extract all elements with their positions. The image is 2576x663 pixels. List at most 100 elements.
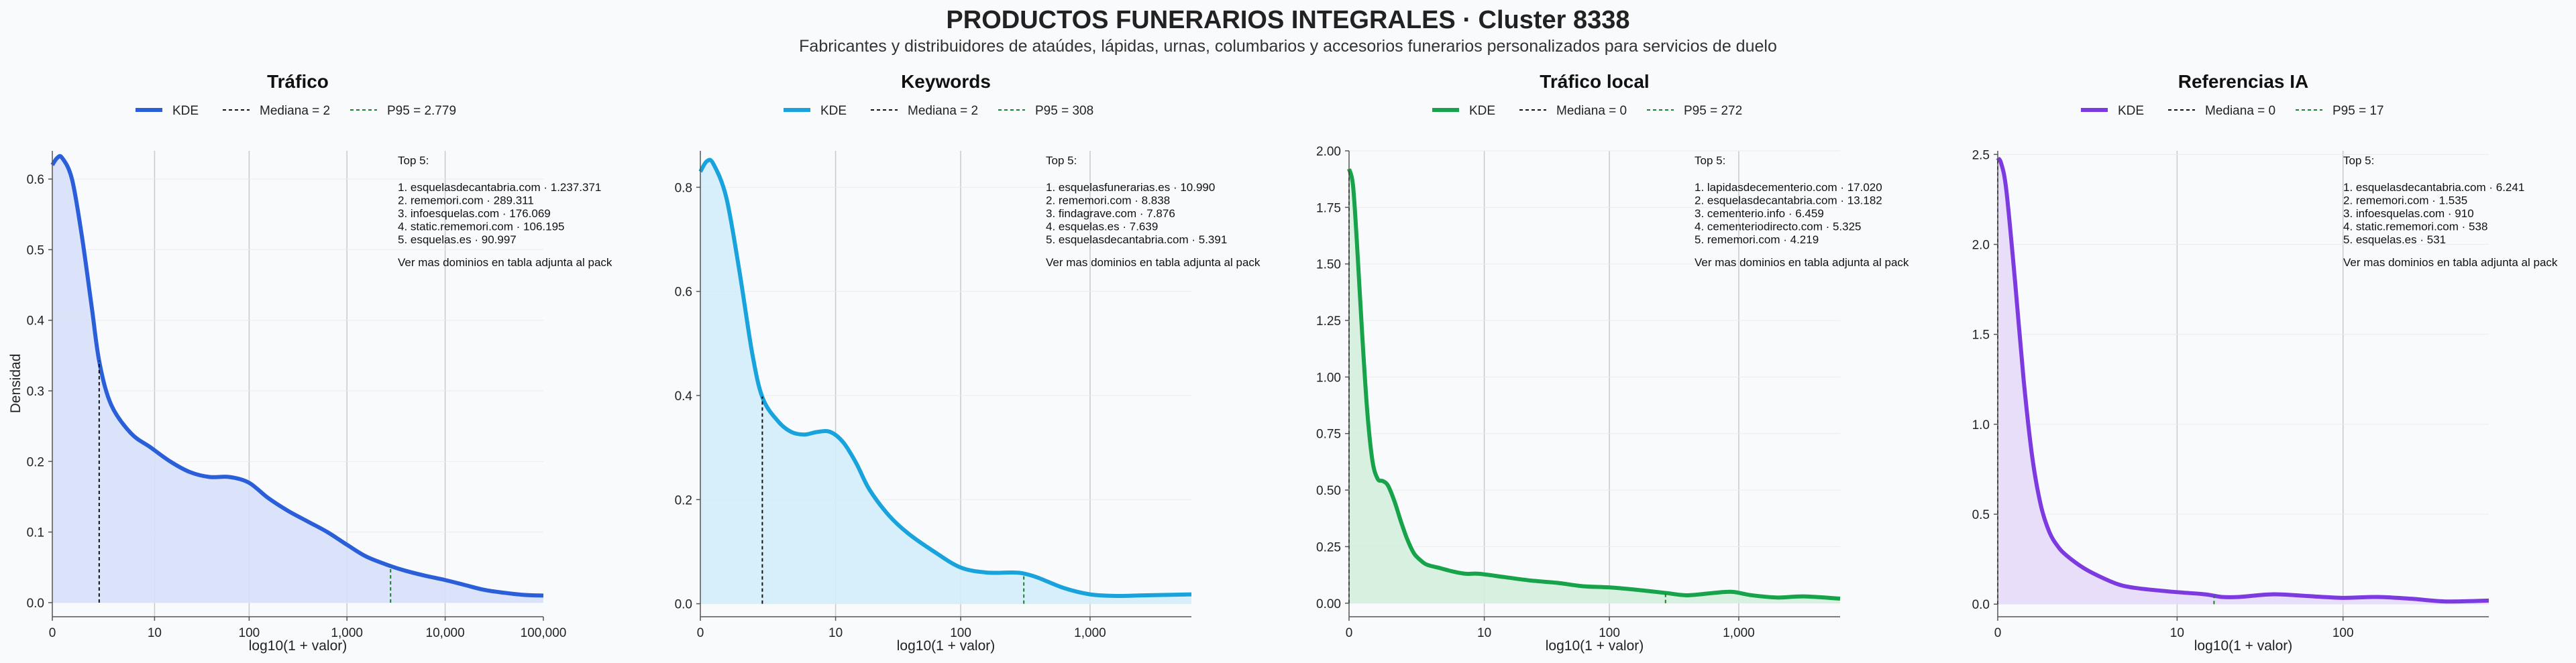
y-tick-label: 2.5 [1972,148,1990,162]
legend-median-label: Mediana = 0 [2205,104,2275,118]
y-tick-label: 1.0 [1972,418,1990,432]
top5-item: 1. esquelasdecantabria.com · 6.241 [2343,181,2524,194]
y-tick-label: 0.50 [1316,484,1341,498]
top5-heading: Top 5: [2343,154,2374,167]
legend-kde-label: KDE [172,104,199,118]
x-tick-label: 10 [1477,626,1491,640]
y-tick-label: 0.2 [27,455,44,469]
legend-p95-label: P95 = 2.779 [387,104,456,118]
y-tick-label: 0.5 [1972,508,1990,522]
y-tick-label: 1.00 [1316,371,1341,385]
kde-line [50,154,544,598]
x-tick-label: 0 [1994,626,2002,640]
kde-area [700,160,1191,604]
x-tick-label: 10,000 [426,626,465,640]
legend-p95-label: P95 = 308 [1035,104,1093,118]
top5-item: 3. infoesquelas.com · 176.069 [398,207,551,220]
top5-annotation: Top 5: 1. esquelasdecantabria.com · 6.241… [2343,154,2558,269]
y-tick-label: 0.0 [27,597,44,611]
y-tick-label: 0.4 [675,389,693,404]
kde-line [698,158,1192,598]
x-tick-label: 10 [828,626,843,640]
top5-heading: Top 5: [1695,154,1725,167]
x-tick-label: 0 [49,626,56,640]
y-tick-label: 1.50 [1316,258,1341,272]
y-tick-label: 0.5 [27,243,44,257]
x-tick-label: 100 [239,626,260,640]
legend-p95-label: P95 = 272 [1684,104,1742,118]
x-tick-label: 100 [2332,626,2354,640]
top5-item: 1. esquelasdecantabria.com · 1.237.371 [398,181,601,194]
top5-item: 5. esquelas.es · 90.997 [398,233,517,246]
y-tick-label: 0.25 [1316,540,1341,554]
figure-title: PRODUCTOS FUNERARIOS INTEGRALES · Cluste… [946,6,1629,34]
top5-item: 1. lapidasdecementerio.com · 17.020 [1695,181,1882,194]
top5-item: 4. esquelas.es · 7.639 [1046,221,1158,233]
top5-footer: Ver mas dominios en tabla adjunta al pac… [398,256,612,269]
top5-footer: Ver mas dominios en tabla adjunta al pac… [1695,256,1909,269]
legend-kde-label: KDE [820,104,847,118]
top5-item: 2. rememori.com · 1.535 [2343,194,2467,207]
top5-footer: Ver mas dominios en tabla adjunta al pac… [2343,256,2558,269]
top5-item: 3. infoesquelas.com · 910 [2343,207,2474,220]
x-tick-label: 0 [697,626,704,640]
x-tick-label: 0 [1346,626,1353,640]
legend: KDE Mediana = 2 P95 = 2.779 [136,104,456,118]
top5-item: 1. esquelasfunerarias.es · 10.990 [1046,181,1215,194]
legend-kde-label: KDE [1469,104,1495,118]
top5-footer: Ver mas dominios en tabla adjunta al pac… [1046,256,1260,269]
y-tick-label: 0.6 [27,173,44,187]
top5-annotation: Top 5: 1. esquelasdecantabria.com · 1.237… [398,154,612,269]
top5-item: 3. cementerio.info · 6.459 [1695,207,1824,220]
panel-title: Referencias IA [2178,71,2309,92]
top5-item: 3. findagrave.com · 7.876 [1046,207,1175,220]
legend-median-label: Mediana = 2 [908,104,978,118]
x-axis-label: log10(1 + valor) [249,638,347,654]
legend-kde-label: KDE [2118,104,2144,118]
chart-panel-4: Referencias IA KDE Mediana = 0 P95 = 17 0 10 1… [1972,71,2558,654]
chart-panel-2: Keywords KDE Mediana = 2 P95 = 308 0 10 100 1,0… [675,71,1260,654]
top5-item: 2. esquelasdecantabria.com · 13.182 [1695,194,1882,207]
panel-title: Tráfico [267,71,329,92]
kde-area [52,156,543,603]
top5-item: 4. cementeriodirecto.com · 5.325 [1695,221,1862,233]
x-tick-label: 100 [1599,626,1620,640]
y-tick-label: 0.00 [1316,597,1341,611]
y-tick-label: 0.0 [1972,598,1990,612]
top5-item: 5. esquelas.es · 531 [2343,233,2446,246]
x-tick-label: 1,000 [1723,626,1755,640]
y-tick-label: 2.0 [1972,239,1990,253]
legend-p95-label: P95 = 17 [2332,104,2384,118]
top5-item: 4. static.rememori.com · 106.195 [398,221,564,233]
legend-median-label: Mediana = 0 [1556,104,1627,118]
top5-annotation: Top 5: 1. esquelasfunerarias.es · 10.9902… [1046,154,1260,269]
y-tick-label: 0.3 [27,385,44,399]
y-tick-label: 1.5 [1972,328,1990,343]
kde-area [1998,158,2489,605]
kde-line [1996,156,2489,604]
x-tick-label: 100,000 [521,626,567,640]
kde-line [1347,168,1841,601]
legend: KDE Mediana = 0 P95 = 17 [2081,104,2384,118]
y-axis-label: Densidad [8,354,23,414]
x-tick-label: 1,000 [1074,626,1106,640]
y-tick-label: 2.00 [1316,145,1341,159]
top5-annotation: Top 5: 1. lapidasdecementerio.com · 17.02… [1695,154,1909,269]
legend: KDE Mediana = 0 P95 = 272 [1432,104,1742,118]
y-tick-label: 1.75 [1316,201,1341,215]
y-tick-label: 0.75 [1316,428,1341,442]
panel-title: Keywords [901,71,991,92]
top5-heading: Top 5: [398,154,429,167]
top5-item: 2. rememori.com · 8.838 [1046,194,1170,207]
top5-item: 2. rememori.com · 289.311 [398,194,534,207]
top5-item: 5. esquelasdecantabria.com · 5.391 [1046,233,1227,246]
top5-item: 4. static.rememori.com · 538 [2343,221,2487,233]
y-tick-label: 0.6 [675,286,692,300]
y-tick-label: 0.8 [675,181,692,195]
y-tick-label: 0.2 [675,493,692,507]
chart-panel-3: Tráfico local KDE Mediana = 0 P95 = 272 0 10 1… [1316,71,1909,654]
legend: KDE Mediana = 2 P95 = 308 [784,104,1093,118]
y-tick-label: 0.0 [675,598,692,612]
